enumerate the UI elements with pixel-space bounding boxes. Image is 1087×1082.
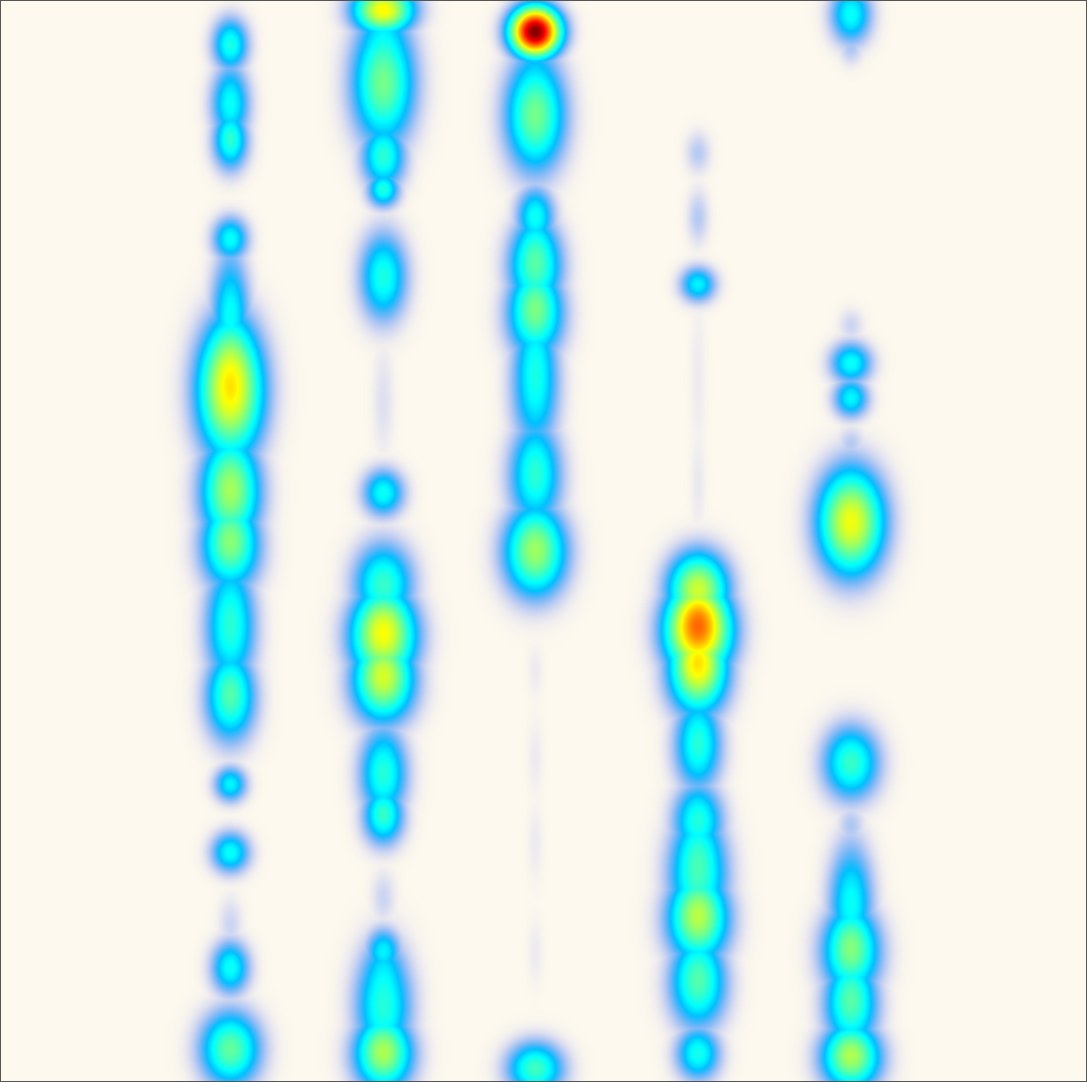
heatmap-frame xyxy=(0,0,1087,1082)
heatmap-canvas xyxy=(1,1,1086,1081)
